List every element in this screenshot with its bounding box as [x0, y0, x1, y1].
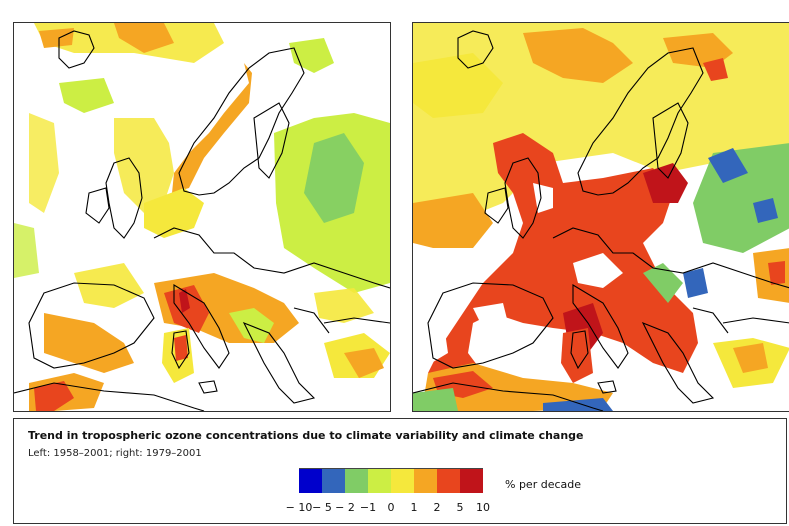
- legend-tick: 0: [387, 501, 395, 514]
- legend-subtitle: Left: 1958–2001; right: 1979–2001: [28, 448, 202, 459]
- legend-swatch: [437, 469, 460, 493]
- legend-tick: 5: [456, 501, 464, 514]
- legend-panel: Trend in tropospheric ozone concentratio…: [13, 418, 787, 524]
- legend-tick: −1: [359, 501, 377, 514]
- legend-swatch: [391, 469, 414, 493]
- legend-swatch: [299, 469, 322, 493]
- legend-swatch: [460, 469, 483, 493]
- trend-patches: [413, 23, 789, 411]
- legend-title: Trend in tropospheric ozone concentratio…: [28, 429, 584, 442]
- legend-swatch: [368, 469, 391, 493]
- legend-tick: 1: [410, 501, 418, 514]
- legend-swatch: [322, 469, 345, 493]
- trend-patches: [14, 23, 390, 411]
- legend-tick: − 5: [312, 501, 332, 514]
- coastline-outline: [413, 30, 789, 411]
- color-scale: [299, 468, 483, 494]
- legend-tick: − 10: [285, 501, 313, 514]
- legend-tick: − 2: [335, 501, 355, 514]
- legend-tick: 2: [433, 501, 441, 514]
- map-left-canvas: [14, 23, 390, 411]
- map-right-1979-2001: [412, 22, 789, 412]
- legend-swatch: [414, 469, 437, 493]
- legend-swatch: [345, 469, 368, 493]
- legend-tick: 10: [476, 501, 490, 514]
- coastline-outline: [14, 30, 390, 411]
- legend-ticks: − 10− 5− 2 −1 0 1 2 5 10: [284, 501, 524, 515]
- legend-unit: % per decade: [505, 478, 582, 491]
- map-left-1958-2001: [13, 22, 391, 412]
- map-right-canvas: [413, 23, 789, 411]
